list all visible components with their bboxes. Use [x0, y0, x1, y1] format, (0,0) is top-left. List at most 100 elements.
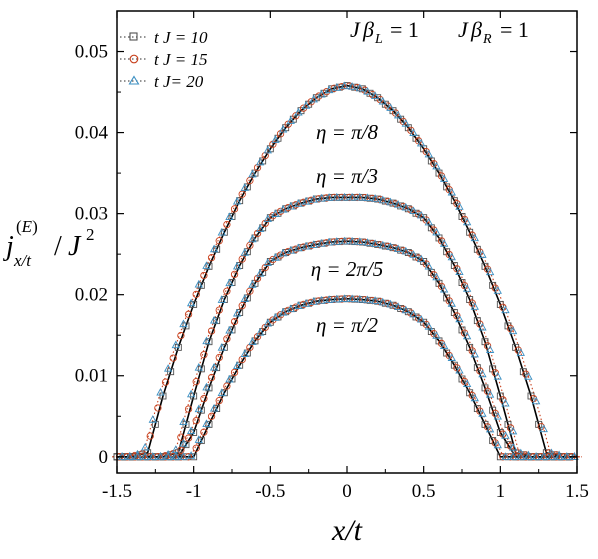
data-point-square — [236, 309, 244, 316]
data-point-circle — [292, 201, 300, 209]
data-point-triangle — [301, 101, 311, 109]
data-point-triangle — [194, 404, 203, 413]
data-point-triangle — [255, 224, 265, 232]
data-point-circle — [215, 306, 223, 314]
data-point-triangle — [240, 294, 249, 303]
data-point-triangle — [156, 452, 165, 460]
data-point-square — [443, 349, 451, 357]
data-point-square — [205, 420, 213, 428]
data-point-triangle — [401, 246, 410, 255]
data-point-square — [167, 368, 175, 376]
data-point-triangle — [217, 388, 226, 396]
data-point-triangle — [393, 244, 403, 253]
data-point-circle — [207, 254, 216, 262]
data-point-triangle — [340, 81, 349, 90]
data-point-circle — [299, 300, 308, 309]
data-point-circle — [276, 251, 285, 259]
data-point-square — [527, 392, 535, 400]
data-point-circle — [307, 298, 315, 307]
data-point-triangle — [493, 286, 502, 294]
data-point-square — [489, 281, 497, 289]
data-point-triangle — [340, 236, 349, 245]
data-point-triangle — [324, 237, 334, 246]
svg-text:R: R — [482, 32, 492, 47]
legend: t J = 10 t J = 15 t J= 20 — [120, 28, 208, 91]
data-point-triangle — [294, 301, 303, 309]
data-point-triangle — [485, 345, 495, 353]
y-axis-label: j x/t (E) / J 2 — [3, 217, 95, 270]
data-point-triangle — [209, 315, 219, 324]
svg-text:J: J — [350, 17, 361, 42]
data-point-triangle — [347, 294, 357, 303]
data-point-triangle — [539, 452, 548, 460]
data-point-circle — [483, 342, 492, 350]
data-point-triangle — [432, 272, 441, 281]
data-point-circle — [322, 88, 331, 96]
markers-layer — [113, 81, 579, 461]
data-point-circle — [238, 255, 246, 263]
data-point-circle — [284, 203, 292, 212]
svg-text:x/t: x/t — [13, 251, 32, 270]
data-point-triangle — [248, 234, 257, 243]
data-point-circle — [269, 255, 277, 264]
data-point-triangle — [363, 238, 372, 246]
data-point-triangle — [547, 452, 556, 460]
data-point-triangle — [240, 183, 249, 191]
svg-text:j: j — [3, 231, 14, 262]
data-point-triangle — [217, 343, 226, 351]
data-point-triangle — [217, 227, 226, 236]
data-point-triangle — [485, 424, 495, 433]
data-point-triangle — [416, 314, 426, 323]
data-point-circle — [468, 299, 476, 307]
data-point-circle — [161, 378, 170, 386]
data-point-triangle — [332, 83, 341, 91]
data-point-triangle — [416, 210, 426, 219]
data-point-triangle — [232, 308, 242, 317]
data-point-triangle — [248, 337, 257, 346]
data-point-triangle — [179, 439, 188, 447]
y-tick-label: 0.02 — [75, 285, 108, 306]
legend-label-tj20: t J= 20 — [154, 72, 204, 91]
data-point-triangle — [455, 202, 464, 210]
data-point-triangle — [508, 452, 518, 460]
data-point-triangle — [179, 452, 188, 460]
data-point-triangle — [493, 371, 502, 380]
svg-text:= 1: = 1 — [500, 17, 529, 42]
y-tick-label: 0.01 — [75, 366, 108, 387]
svg-text:J: J — [458, 17, 469, 42]
data-point-triangle — [524, 372, 533, 380]
data-point-triangle — [278, 248, 288, 257]
legend-square-icon — [129, 32, 138, 41]
data-point-triangle — [202, 336, 211, 345]
data-point-square — [190, 453, 198, 461]
data-point-triangle — [378, 240, 387, 249]
data-point-circle — [299, 198, 308, 206]
data-point-triangle — [332, 192, 341, 201]
data-point-square — [535, 420, 543, 428]
data-point-triangle — [416, 254, 426, 263]
data-point-circle — [506, 424, 515, 432]
data-point-triangle — [378, 195, 387, 204]
data-point-triangle — [478, 322, 487, 331]
legend-entry-tj10: t J = 10 — [120, 28, 208, 47]
data-point-triangle — [324, 193, 334, 201]
data-point-triangle — [217, 295, 226, 303]
data-point-circle — [230, 317, 239, 326]
data-point-triangle — [493, 440, 502, 449]
data-point-circle — [207, 412, 216, 420]
data-point-triangle — [462, 379, 472, 388]
data-point-square — [427, 157, 435, 165]
legend-entry-tj15: t J = 15 — [120, 50, 208, 69]
data-point-triangle — [447, 187, 456, 196]
data-point-square — [236, 262, 244, 269]
data-point-triangle — [133, 452, 142, 460]
data-point-triangle — [508, 426, 518, 435]
data-point-triangle — [416, 138, 426, 147]
svg-text:L: L — [374, 32, 383, 47]
data-point-triangle — [271, 135, 280, 143]
data-point-triangle — [478, 409, 487, 417]
data-point-triangle — [179, 319, 188, 328]
data-point-circle — [315, 92, 323, 100]
data-point-triangle — [455, 267, 464, 276]
data-point-square — [197, 437, 205, 445]
